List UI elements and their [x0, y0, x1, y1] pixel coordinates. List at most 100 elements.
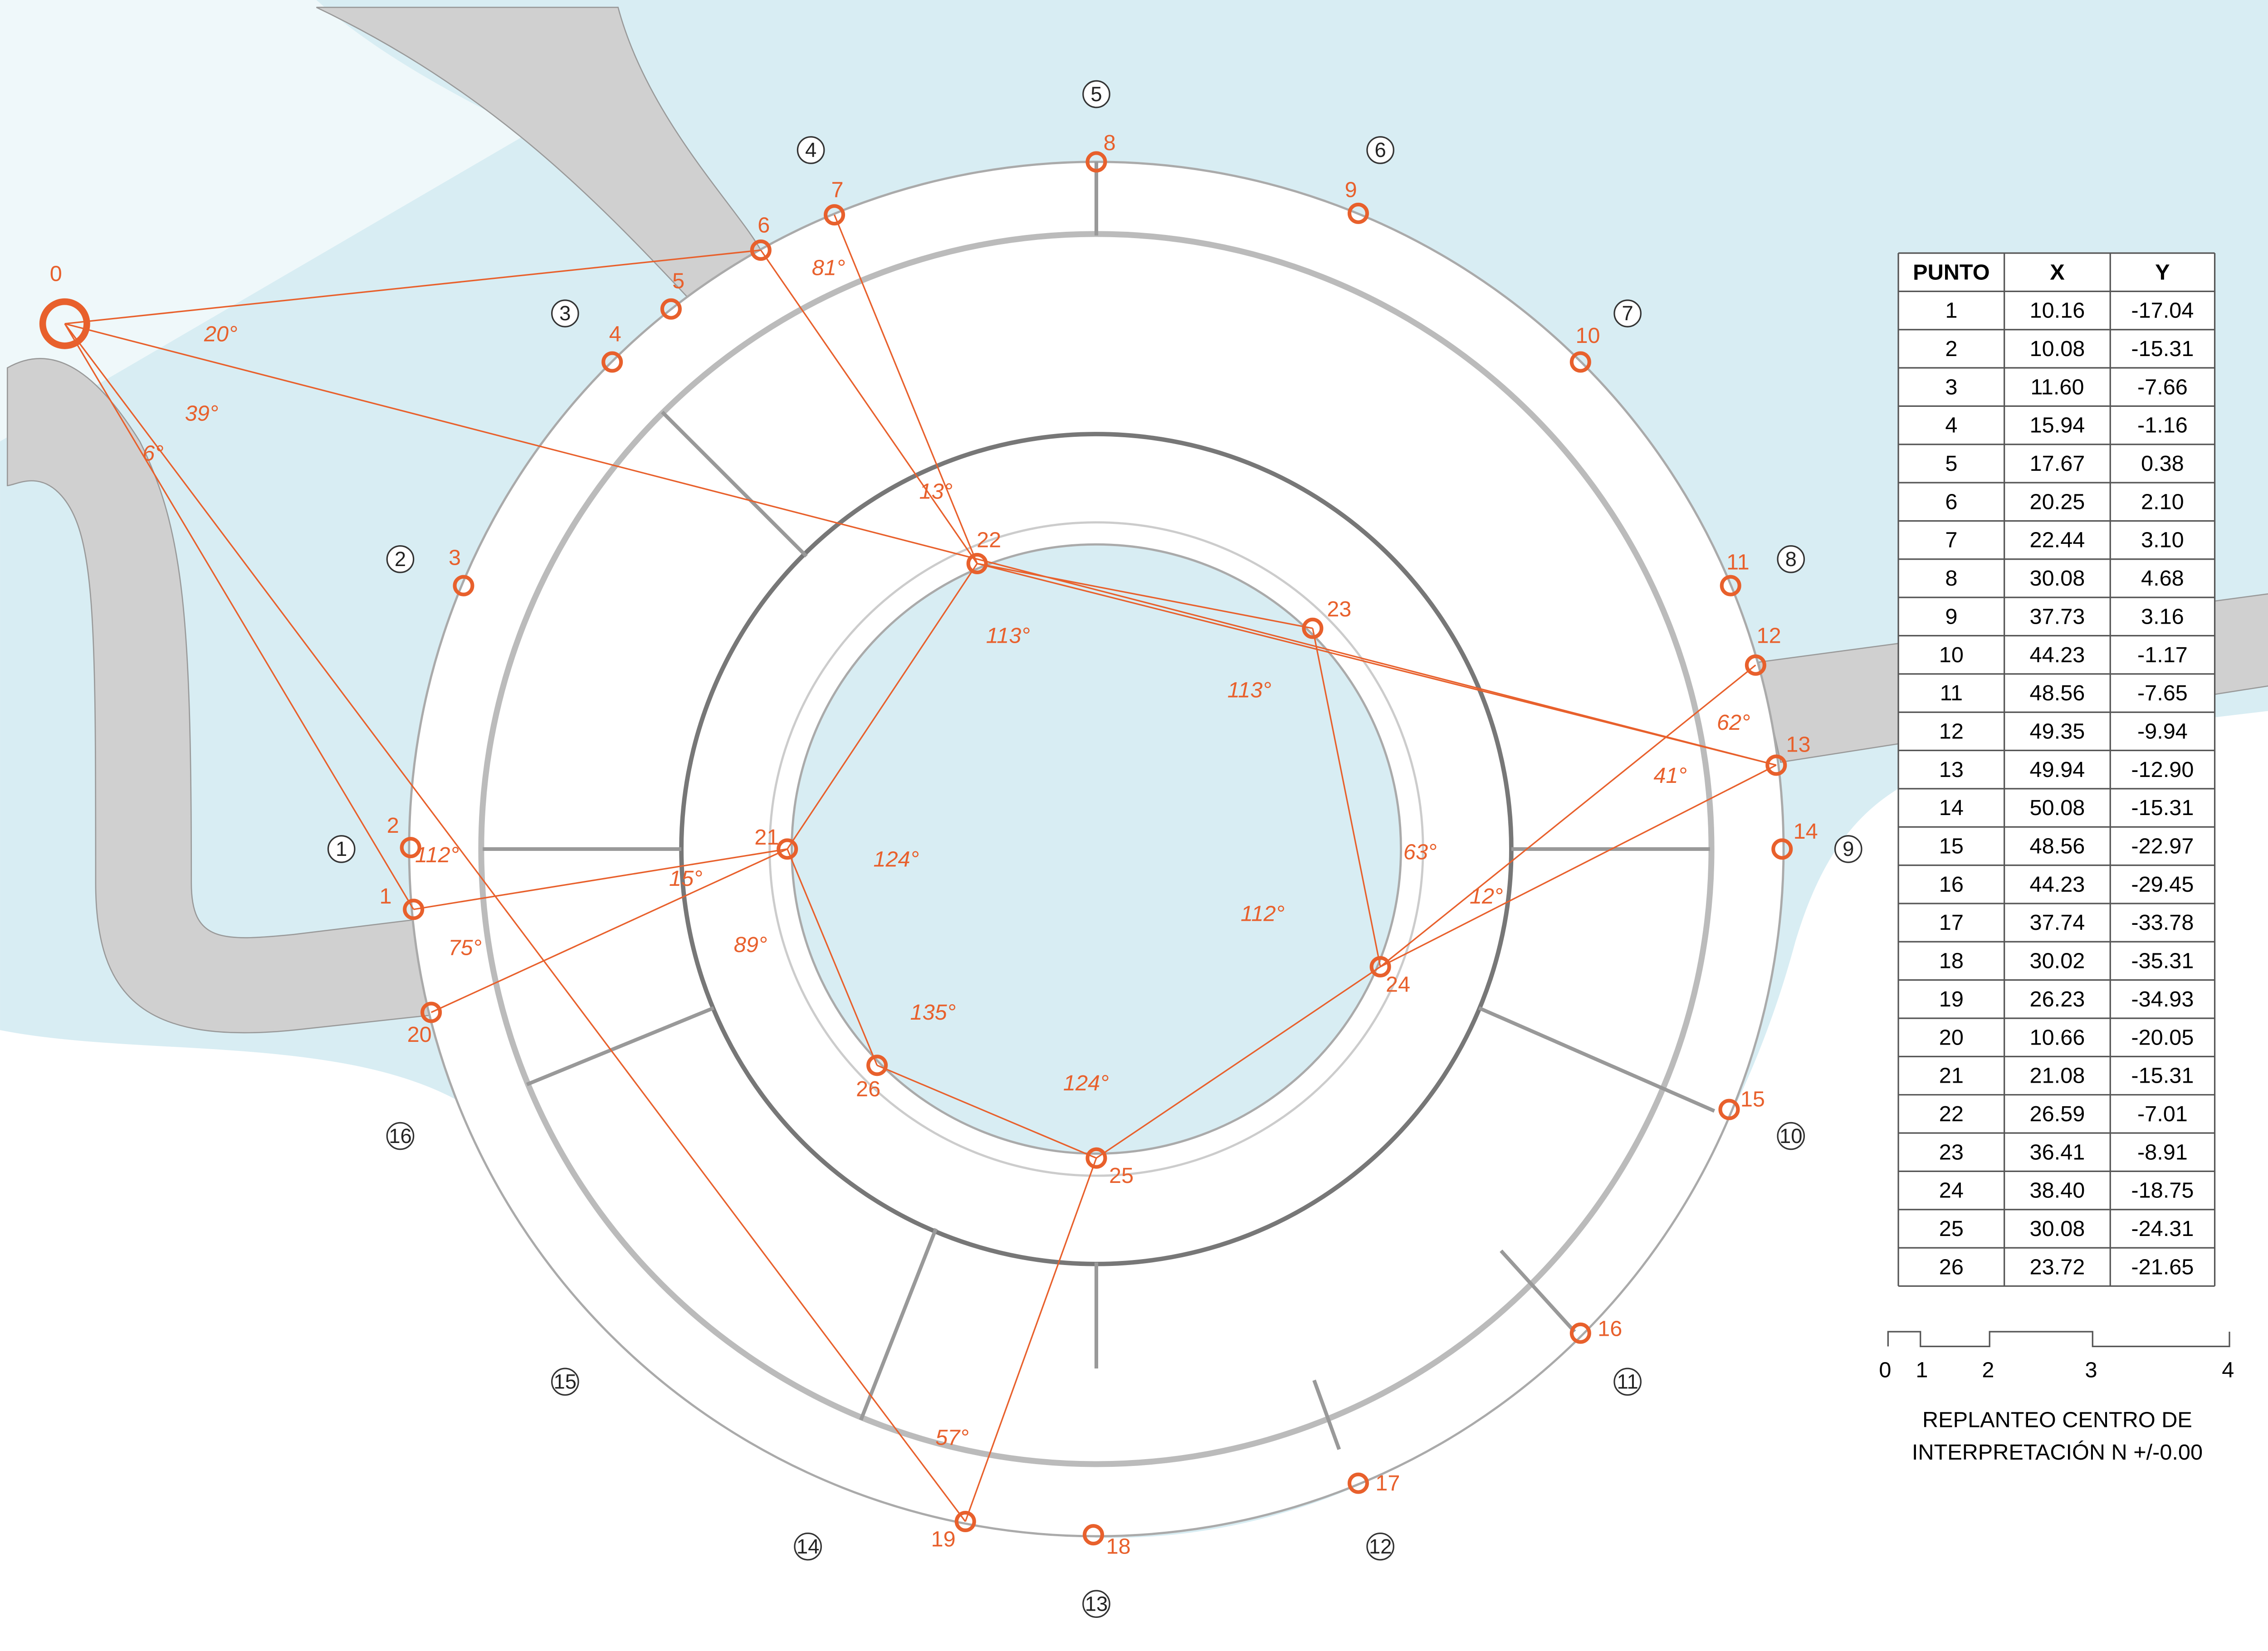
angle-label: 63°	[1403, 840, 1437, 864]
table-cell: -1.17	[2137, 643, 2188, 667]
angle-label: 13°	[919, 479, 953, 504]
survey-point	[420, 1001, 442, 1023]
table-cell: 37.74	[2030, 910, 2085, 935]
survey-point	[777, 838, 798, 860]
axis-marker	[386, 545, 415, 573]
table-cell: -22.97	[2131, 834, 2194, 859]
axis-label: 11	[1617, 1370, 1638, 1393]
table-cell: 3	[1945, 375, 1957, 399]
table-cell: -15.31	[2131, 796, 2194, 820]
table-header: PUNTO	[1913, 260, 1989, 284]
axis-marker	[1613, 299, 1642, 327]
table-cell: -35.31	[2131, 949, 2194, 973]
angle-label: 112°	[415, 843, 459, 867]
axis-marker	[1777, 1122, 1805, 1150]
table-cell: 22.44	[2030, 528, 2085, 552]
table-cell: 23	[1939, 1140, 1964, 1164]
table-cell: 10.08	[2030, 337, 2085, 361]
survey-point	[1771, 838, 1793, 860]
survey-point	[403, 899, 425, 920]
table-cell: -18.75	[2131, 1178, 2194, 1203]
table-cell: -12.90	[2131, 757, 2194, 782]
table-cell: 4.68	[2141, 566, 2184, 591]
survey-point	[1369, 956, 1391, 977]
angle-label: 81°	[812, 256, 846, 280]
survey-point	[966, 553, 988, 575]
table-cell: 4	[1945, 413, 1957, 438]
table-cell: 36.41	[2030, 1140, 2085, 1164]
axis-marker	[794, 1532, 822, 1561]
table-cell: 14	[1939, 796, 1964, 820]
axis-label: 12	[1369, 1535, 1392, 1558]
table-cell: 16	[1939, 872, 1964, 897]
survey-line	[1380, 764, 1777, 967]
point-label: 23	[1327, 597, 1351, 621]
angle-label: 113°	[986, 624, 1030, 648]
table-cell: -17.04	[2131, 298, 2194, 323]
table-cell: -7.65	[2137, 681, 2188, 705]
point-label: 16	[1598, 1317, 1622, 1341]
axis-label: 2	[395, 547, 406, 571]
table-cell: 13	[1939, 757, 1964, 782]
point-label: 5	[672, 269, 684, 293]
table-cell: 10.16	[2030, 298, 2085, 323]
axis-marker	[551, 299, 579, 327]
table-cell: 9	[1945, 604, 1957, 629]
angle-label: 57°	[935, 1426, 969, 1450]
point-label: 9	[1345, 178, 1357, 202]
table-cell: -34.93	[2131, 987, 2194, 1011]
table-cell: 3.16	[2141, 604, 2184, 629]
point-label: 21	[754, 825, 779, 850]
axis-label: 9	[1843, 837, 1854, 860]
point-label: 15	[1740, 1087, 1765, 1112]
survey-point	[1082, 1524, 1105, 1546]
land	[0, 711, 2268, 1651]
table-cell: 15.94	[2030, 413, 2085, 438]
table-bg	[1898, 253, 2215, 1286]
angle-label: 124°	[873, 847, 919, 872]
table-cell: 2.10	[2141, 489, 2184, 514]
table-cell: 7	[1945, 528, 1957, 552]
angle-label: 41°	[1653, 763, 1687, 788]
table-cell: 6	[1945, 489, 1957, 514]
point-label: 24	[1386, 972, 1410, 996]
table-cell: 8	[1945, 566, 1957, 591]
axis-label: 7	[1622, 302, 1633, 325]
table-cell: 10	[1939, 643, 1964, 667]
survey-point	[453, 575, 474, 596]
table-header: X	[2050, 260, 2065, 284]
table-cell: 19	[1939, 987, 1964, 1011]
axis-marker	[1777, 545, 1805, 573]
survey-point	[1745, 654, 1766, 676]
point-label: 19	[931, 1527, 956, 1552]
survey-point	[1302, 617, 1324, 639]
survey-line	[1096, 966, 1381, 1159]
survey-line	[876, 1065, 1097, 1159]
angle-label: 12°	[1470, 884, 1503, 909]
table-cell: 49.94	[2030, 757, 2085, 782]
table-cell: -9.94	[2137, 719, 2188, 743]
survey-point	[39, 298, 90, 349]
table-cell: -20.05	[2131, 1025, 2194, 1050]
table-cell: 26.23	[2030, 987, 2085, 1011]
survey-point	[1765, 754, 1787, 776]
axis-marker	[1366, 136, 1394, 164]
point-label: 10	[1575, 323, 1600, 348]
point-label: 14	[1794, 819, 1818, 844]
point-label: 18	[1106, 1534, 1131, 1559]
axis-marker	[797, 136, 825, 164]
table-cell: 18	[1939, 949, 1964, 973]
survey-point	[1085, 151, 1107, 173]
survey-line	[834, 215, 978, 564]
table-cell: 23.72	[2030, 1255, 2085, 1279]
point-label: 6	[758, 213, 770, 237]
survey-line	[1380, 664, 1756, 967]
scale-label: 2	[1982, 1358, 1994, 1382]
table-cell: 11	[1940, 681, 1963, 705]
axis-label: 3	[559, 302, 571, 325]
point-label: 11	[1726, 550, 1750, 574]
scale-label: 4	[2222, 1358, 2234, 1382]
table-cell: -15.31	[2131, 337, 2194, 361]
point-label: 26	[856, 1077, 880, 1101]
axis-label: 13	[1085, 1592, 1108, 1615]
